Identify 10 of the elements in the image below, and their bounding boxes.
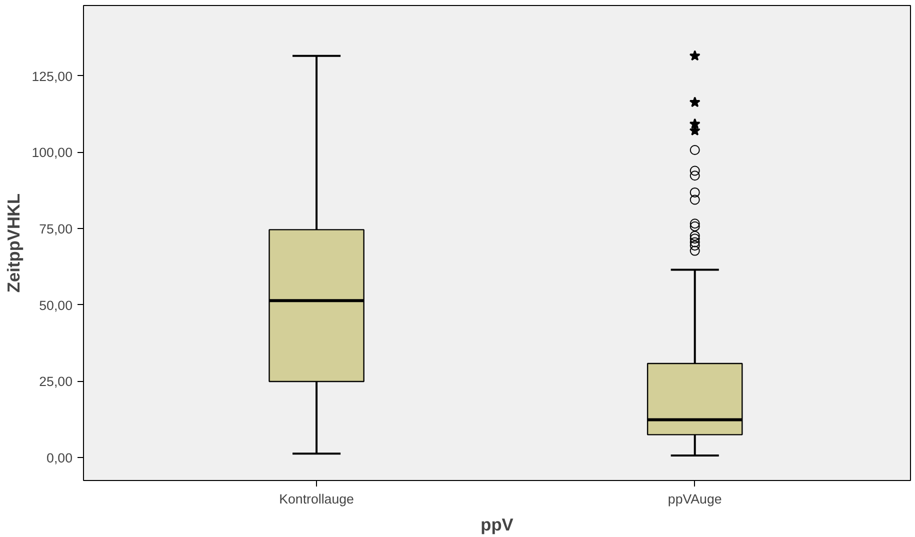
y-tick-label: 125,00 [32, 68, 72, 84]
y-tick-label: 25,00 [39, 374, 73, 390]
y-tick-label: 100,00 [32, 145, 72, 160]
y-axis-title: ZeitppVHKL [4, 193, 24, 293]
y-tick-label: 50,00 [39, 298, 73, 313]
x-tick-label: ppVAuge [668, 492, 722, 506]
x-tick-label: Kontrollauge [279, 492, 354, 506]
y-tick-label: 75,00 [39, 221, 73, 236]
y-tick-label: 0,00 [46, 450, 73, 466]
x-axis-title: ppV [480, 514, 514, 534]
